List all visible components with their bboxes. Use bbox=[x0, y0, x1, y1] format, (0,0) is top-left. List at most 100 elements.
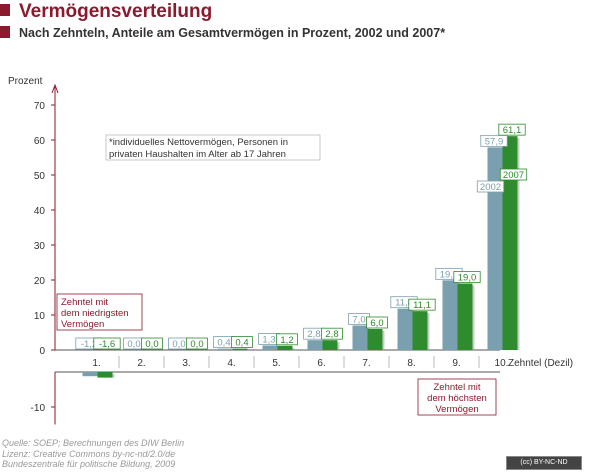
data-label-2007-box bbox=[93, 337, 121, 350]
bar-2007 bbox=[367, 329, 383, 350]
bar-2002 bbox=[442, 280, 458, 350]
subtitle-marker bbox=[0, 26, 10, 38]
bar-2002 bbox=[217, 348, 233, 350]
category-label: 4. bbox=[227, 358, 235, 369]
bar-2007 bbox=[232, 348, 248, 350]
legend-2002: 2002 bbox=[480, 182, 501, 193]
footnote-line-2: privaten Haushalten im Alter ab 17 Jahre… bbox=[109, 149, 286, 160]
annotation-high-line: Zehntel mit bbox=[434, 382, 481, 393]
y-tick-label: 40 bbox=[34, 206, 46, 217]
annotation-low-line: dem niedrigsten bbox=[61, 308, 129, 319]
data-label-2002: 1,3 bbox=[262, 334, 275, 345]
data-label-2002-box bbox=[480, 134, 508, 147]
data-label-2007: 61,1 bbox=[503, 125, 522, 136]
annotation-low-box bbox=[56, 293, 143, 331]
bar-2002 bbox=[397, 308, 413, 350]
data-label-2007-box bbox=[141, 337, 163, 350]
data-label-2002: 19,9 bbox=[440, 269, 459, 280]
y-tick-label: 30 bbox=[34, 241, 46, 252]
data-label-2007: 0,0 bbox=[145, 339, 158, 350]
data-label-2007-box bbox=[276, 333, 298, 346]
bar-2002 bbox=[82, 372, 98, 377]
data-label-2007-box bbox=[498, 123, 526, 136]
bar-2007 bbox=[412, 311, 428, 350]
bar-shadow bbox=[112, 374, 115, 378]
footnote-line-1: *individuelles Nettovermögen, Personen i… bbox=[109, 137, 288, 148]
bar-2002 bbox=[307, 340, 323, 350]
data-label-2007: 11,1 bbox=[413, 300, 431, 311]
chart-subtitle: Nach Zehnteln, Anteile am Gesamtvermögen… bbox=[19, 26, 446, 40]
data-label-2002: 2,8 bbox=[307, 329, 320, 340]
legend-2002-box bbox=[476, 180, 505, 193]
data-label-2007: 0,0 bbox=[190, 339, 203, 350]
y-axis-arrow bbox=[51, 83, 59, 94]
data-label-2007: 6,0 bbox=[370, 318, 383, 329]
data-label-2007-box bbox=[186, 337, 208, 350]
category-label: 6. bbox=[317, 358, 325, 369]
y-tick-label: 0 bbox=[39, 346, 45, 357]
bar-2007 bbox=[322, 340, 338, 350]
bar-shadow bbox=[382, 331, 385, 350]
chart-title: Vermögensverteilung bbox=[19, 1, 213, 22]
annotation-high-box bbox=[417, 378, 497, 416]
category-label: 9. bbox=[452, 358, 460, 369]
x-axis-title: Zehntel (Dezil) bbox=[508, 358, 573, 369]
bar-shadow bbox=[292, 347, 295, 350]
source-line: Quelle: SOEP; Berechnungen des DIW Berli… bbox=[2, 438, 185, 448]
legend-2007-box bbox=[499, 168, 528, 181]
category-label: 8. bbox=[407, 358, 415, 369]
cc-license-badge: (cc) BY-NC-ND bbox=[506, 456, 582, 470]
data-label-2007-box bbox=[321, 327, 343, 340]
data-label-2002: 0,0 bbox=[127, 339, 140, 350]
title-marker bbox=[0, 4, 10, 16]
footnote-box bbox=[105, 134, 321, 161]
y-tick-label: -10 bbox=[31, 403, 46, 414]
category-label: 7. bbox=[362, 358, 370, 369]
publisher-line: Bundeszentrale für politische Bildung, 2… bbox=[2, 459, 176, 469]
y-tick-label: 10 bbox=[34, 311, 46, 322]
bar-2007 bbox=[97, 372, 113, 378]
bar-2007 bbox=[457, 283, 473, 350]
license-line: Lizenz: Creative Commons by-nc-nd/2.0/de bbox=[2, 448, 176, 459]
bar-2007 bbox=[502, 136, 518, 350]
data-label-2007-box bbox=[231, 336, 253, 349]
y-tick-label: 20 bbox=[34, 276, 46, 287]
bar-shadow bbox=[427, 313, 430, 350]
annotation-high-line: dem höchsten bbox=[427, 393, 487, 404]
bar-shadow bbox=[517, 138, 520, 350]
bar-shadow bbox=[472, 285, 475, 350]
data-label-2002: -1,2 bbox=[81, 339, 97, 350]
bar-2002 bbox=[487, 147, 503, 350]
category-label: 1. bbox=[92, 358, 100, 369]
data-label-2007: -1,6 bbox=[99, 339, 115, 350]
data-label-2007: 1,2 bbox=[280, 335, 293, 346]
bar-2002 bbox=[352, 325, 368, 350]
data-label-2007: 19,0 bbox=[458, 273, 477, 284]
y-tick-label: 50 bbox=[34, 171, 46, 182]
category-label: 3. bbox=[182, 358, 190, 369]
category-label: 2. bbox=[137, 358, 145, 369]
data-label-2002: 57,9 bbox=[485, 136, 504, 147]
bar-2007 bbox=[277, 345, 293, 350]
annotation-low-line: Vermögen bbox=[61, 319, 104, 330]
data-label-2002: 0,4 bbox=[217, 338, 230, 349]
annotation-high-line: Vermögen bbox=[435, 404, 478, 415]
data-label-2002: 7,0 bbox=[352, 315, 365, 326]
y-tick-label: 70 bbox=[34, 101, 46, 112]
data-label-2007-box bbox=[453, 271, 481, 283]
category-label: 5. bbox=[272, 358, 280, 369]
y-axis-title: Prozent bbox=[8, 76, 43, 87]
category-label: 10. bbox=[495, 358, 509, 369]
source-note: Quelle: SOEP; Berechnungen des DIW Berli… bbox=[2, 438, 184, 470]
data-label-2002: 0,0 bbox=[172, 339, 185, 350]
annotation-low-line: Zehntel mit bbox=[61, 297, 108, 308]
bar-shadow bbox=[337, 342, 340, 350]
data-label-2007-box bbox=[408, 298, 436, 311]
y-tick-label: 60 bbox=[34, 136, 46, 147]
data-label-2007: 2,8 bbox=[325, 329, 338, 340]
data-label-2007-box bbox=[366, 316, 388, 329]
bar-2002 bbox=[262, 345, 278, 350]
legend-2007: 2007 bbox=[503, 170, 524, 181]
data-label-2002: 11,8 bbox=[395, 298, 413, 309]
